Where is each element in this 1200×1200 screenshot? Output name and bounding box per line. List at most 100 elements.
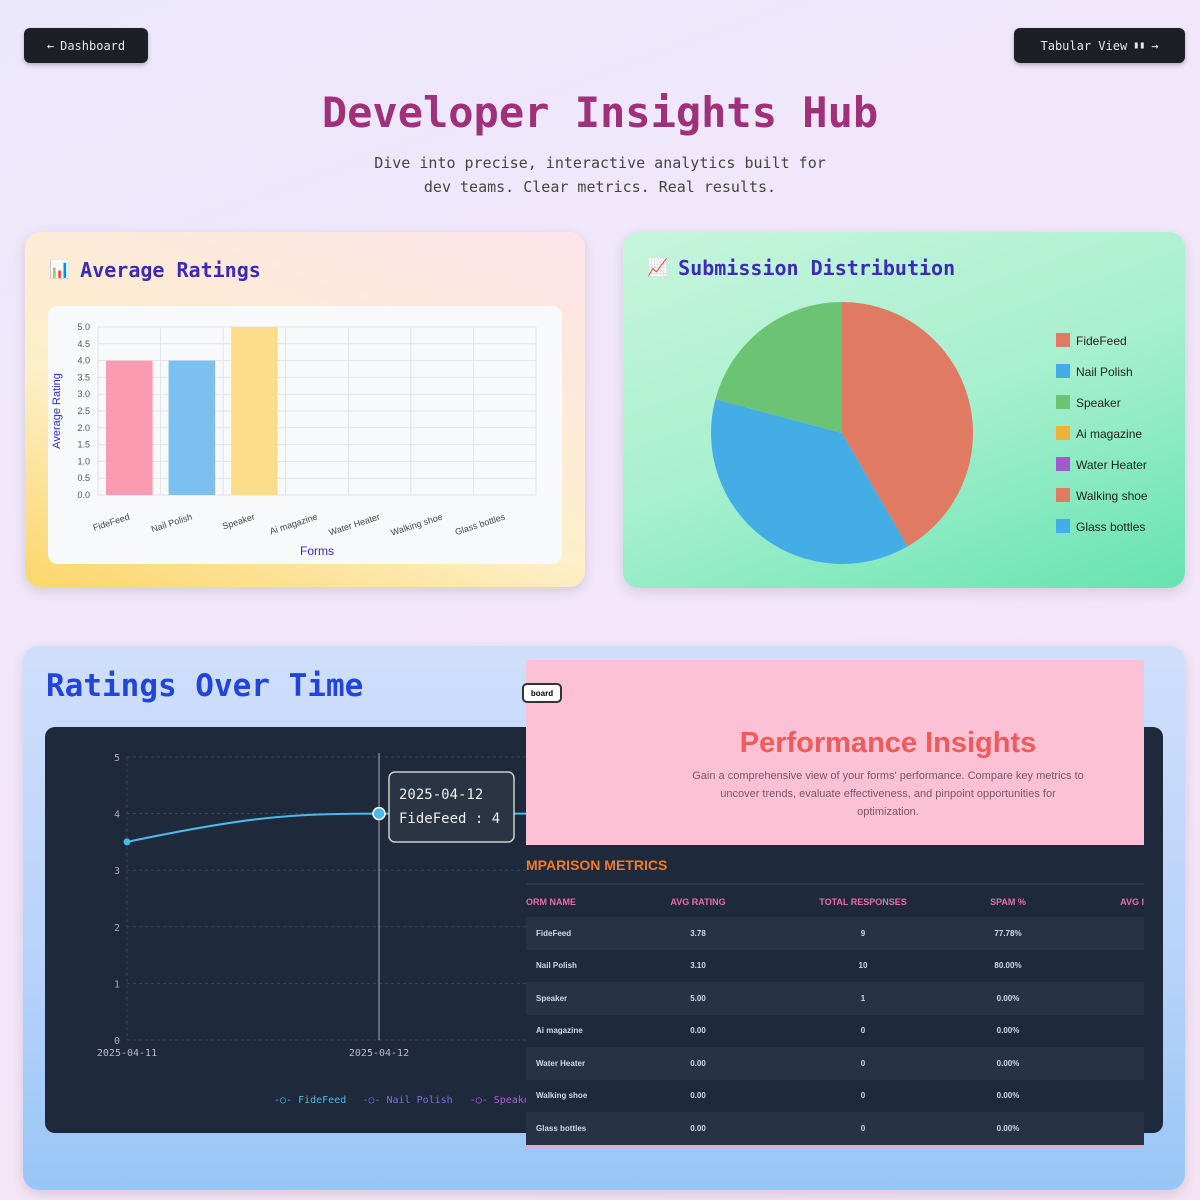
y-tick-label: 2.0 <box>77 423 90 433</box>
series-line <box>126 812 526 843</box>
table-row: FideFeed 3.78 9 77.78% <box>526 917 1144 950</box>
legend-swatch <box>1056 395 1070 409</box>
table-row: Nail Polish 3.10 10 80.00% <box>526 950 1144 983</box>
y-tick-label: 0 <box>114 1036 120 1047</box>
y-tick-label: 5.0 <box>77 322 90 332</box>
table-cell: Nail Polish <box>536 961 577 971</box>
y-tick-label: 1.0 <box>77 456 90 466</box>
table-cell: 9 <box>860 928 866 938</box>
y-tick-label: 1 <box>114 979 120 990</box>
bar <box>231 327 278 495</box>
legend-label: Water Heater <box>1076 458 1147 472</box>
table-cell: 3.78 <box>690 928 706 938</box>
legend-swatch <box>1056 488 1070 502</box>
x-tick-label: 2025-04-11 <box>97 1048 157 1059</box>
page-title: Developer Insights Hub <box>321 88 879 137</box>
pie-chart: FideFeed Nail Polish Speaker Ai magazine Wat… <box>711 302 1148 564</box>
pie-slice <box>711 399 908 564</box>
y-tick-label: 3.0 <box>77 389 90 399</box>
y-tick-label: 5 <box>114 753 120 764</box>
pie-slice <box>842 302 973 547</box>
legend-label: Walking shoe <box>1076 489 1148 503</box>
table-row: Ai magazine 0.00 0 0.00% <box>526 1015 1144 1048</box>
table-row: Glass bottles 0.00 0 0.00% <box>526 1112 1144 1145</box>
legend-label: FideFeed <box>1076 334 1127 348</box>
ratings-over-time-title: Ratings Over Time <box>46 668 364 704</box>
y-tick-label: 4.0 <box>77 356 90 366</box>
y-tick-label: 0.5 <box>77 473 90 483</box>
y-tick-label: 2 <box>114 923 120 934</box>
tooltip-date: 2025-04-12 <box>399 787 483 803</box>
table-cell: 3.10 <box>690 961 706 971</box>
table-row: Speaker 5.00 1 0.00% <box>526 982 1144 1015</box>
comparison-metrics-table: MPARISON METRICS ORM NAME AVG RATING TOTAL… <box>526 845 1144 1148</box>
tooltip-value: FideFeed : 4 <box>399 811 500 827</box>
table-cell: 10 <box>858 961 868 971</box>
y-tick-label: 2.5 <box>77 406 90 416</box>
chart-increasing-icon: 📈 <box>647 258 669 278</box>
legend-swatch <box>1056 364 1070 378</box>
table-cell: Water Heater <box>536 1058 586 1068</box>
x-axis-label: Forms <box>300 544 334 558</box>
table-cell: 0.00 <box>690 1091 706 1101</box>
table-cell: 0.00% <box>996 1058 1020 1068</box>
table-header: ORM NAME AVG RATING TOTAL RESPONSES SPAM % A… <box>526 897 1144 907</box>
arrow-left-icon: ← <box>46 38 55 53</box>
bar <box>106 360 153 495</box>
table-cell: 0.00 <box>690 1026 706 1036</box>
legend-swatch <box>1056 457 1070 471</box>
overlay-dashboard-button[interactable]: board <box>522 683 562 703</box>
table-cell: 0.00 <box>690 1058 706 1068</box>
table-cell: 0.00% <box>996 1026 1020 1036</box>
y-tick-label: 3.5 <box>77 372 90 382</box>
table-cell: Walking shoe <box>536 1091 588 1101</box>
table-cell: 0 <box>860 1026 866 1036</box>
table-cell: 77.78% <box>994 928 1022 938</box>
table-cell: Ai magazine <box>536 1026 583 1036</box>
bar-chart: 0.00.51.01.52.02.53.03.54.04.55.0FideFee… <box>51 322 537 558</box>
legend-swatch <box>1056 519 1070 533</box>
legend-item: -○- Nail Polish <box>362 1095 452 1106</box>
tabular-view-button[interactable]: Tabular View ▮▮ → <box>1014 28 1185 63</box>
table-cell: 0 <box>860 1058 866 1068</box>
submission-distribution-card: 📈 Submission Distribution FideFeed Nail Po… <box>623 232 1185 588</box>
table-cell: 0.00% <box>996 993 1020 1003</box>
average-ratings-card: 📊 Average Ratings 0.0 0.5 1.0 1.5 2.0 2.5 3.0 3.… <box>25 232 585 587</box>
table-cell: 0 <box>860 1091 866 1101</box>
table-cell: 5.00 <box>690 993 706 1003</box>
table-cell: 0 <box>860 1123 866 1133</box>
overlay-description: Gain a comprehensive view of your forms'… <box>692 770 1084 818</box>
y-axis-label: Average Rating <box>51 373 63 449</box>
bar <box>168 360 216 495</box>
legend-label: Ai magazine <box>1076 427 1142 441</box>
legend-label: Nail Polish <box>1076 365 1133 379</box>
tooltip <box>388 771 515 843</box>
table-cell: FideFeed <box>536 928 572 938</box>
table-cell: Speaker <box>536 993 568 1003</box>
dashboard-back-button[interactable]: ← Dashboard <box>24 28 148 63</box>
bar-chart-icon: ▮▮ <box>1133 40 1146 51</box>
page-subtitle: Dive into precise, interactive analytics… <box>374 154 826 196</box>
data-point <box>123 838 131 846</box>
table-row: Walking shoe 0.00 0 0.00% <box>526 1080 1144 1113</box>
legend-item: -○- FideFeed <box>274 1095 346 1106</box>
bar-chart-icon: 📊 <box>49 260 71 280</box>
table-cell: 0.00% <box>996 1091 1020 1101</box>
legend-label: Speaker <box>1076 396 1121 410</box>
pie-slice <box>715 302 842 433</box>
data-point-active <box>372 806 386 821</box>
table-cell: Glass bottles <box>536 1123 587 1133</box>
legend-item: -○- Speaker <box>470 1095 536 1106</box>
x-tick-label: 2025-04-12 <box>349 1048 409 1059</box>
y-tick-label: 3 <box>114 866 120 877</box>
legend-label: Glass bottles <box>1076 520 1145 534</box>
table-cell: 0.00 <box>690 1123 706 1133</box>
y-tick-label: 1.5 <box>77 440 90 450</box>
table-cell: 80.00% <box>994 961 1022 971</box>
legend-swatch <box>1056 426 1070 440</box>
performance-insights-overlay: board Performance Insights Gain a compre… <box>522 660 1144 845</box>
section-title: MPARISON METRICS <box>526 845 1144 885</box>
arrow-right-icon: → <box>1151 38 1159 53</box>
table-cell: 0.00% <box>996 1123 1020 1133</box>
